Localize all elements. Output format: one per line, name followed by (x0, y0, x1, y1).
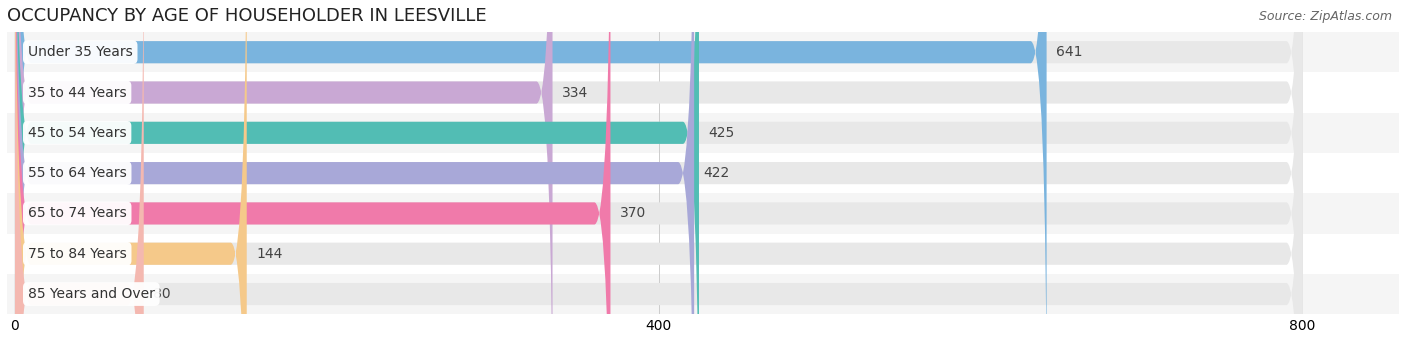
FancyBboxPatch shape (15, 0, 553, 340)
FancyBboxPatch shape (15, 0, 1302, 340)
FancyBboxPatch shape (15, 0, 1302, 340)
Text: Source: ZipAtlas.com: Source: ZipAtlas.com (1258, 10, 1392, 23)
Bar (7, 153, 1399, 193)
FancyBboxPatch shape (15, 0, 699, 340)
FancyBboxPatch shape (15, 0, 1302, 340)
FancyBboxPatch shape (15, 0, 1302, 340)
FancyBboxPatch shape (15, 0, 246, 340)
Text: 641: 641 (1056, 45, 1083, 59)
FancyBboxPatch shape (15, 0, 1302, 340)
Bar (7, 113, 1399, 153)
Text: OCCUPANCY BY AGE OF HOUSEHOLDER IN LEESVILLE: OCCUPANCY BY AGE OF HOUSEHOLDER IN LEESV… (7, 7, 486, 25)
Text: 144: 144 (256, 247, 283, 261)
Bar (7, 234, 1399, 274)
Text: 85 Years and Over: 85 Years and Over (28, 287, 155, 301)
FancyBboxPatch shape (15, 0, 610, 340)
Bar (7, 72, 1399, 113)
FancyBboxPatch shape (15, 0, 143, 340)
Text: 370: 370 (620, 206, 647, 220)
FancyBboxPatch shape (15, 0, 695, 340)
FancyBboxPatch shape (15, 0, 1302, 340)
Text: 75 to 84 Years: 75 to 84 Years (28, 247, 127, 261)
Bar (7, 193, 1399, 234)
FancyBboxPatch shape (15, 0, 1302, 340)
Text: 55 to 64 Years: 55 to 64 Years (28, 166, 127, 180)
Text: 80: 80 (153, 287, 172, 301)
Text: 425: 425 (709, 126, 735, 140)
Bar (7, 274, 1399, 314)
Text: 45 to 54 Years: 45 to 54 Years (28, 126, 127, 140)
Text: 65 to 74 Years: 65 to 74 Years (28, 206, 127, 220)
FancyBboxPatch shape (15, 0, 1046, 340)
Text: Under 35 Years: Under 35 Years (28, 45, 132, 59)
Text: 422: 422 (704, 166, 730, 180)
Text: 35 to 44 Years: 35 to 44 Years (28, 86, 127, 100)
Text: 334: 334 (562, 86, 589, 100)
Bar (7, 32, 1399, 72)
